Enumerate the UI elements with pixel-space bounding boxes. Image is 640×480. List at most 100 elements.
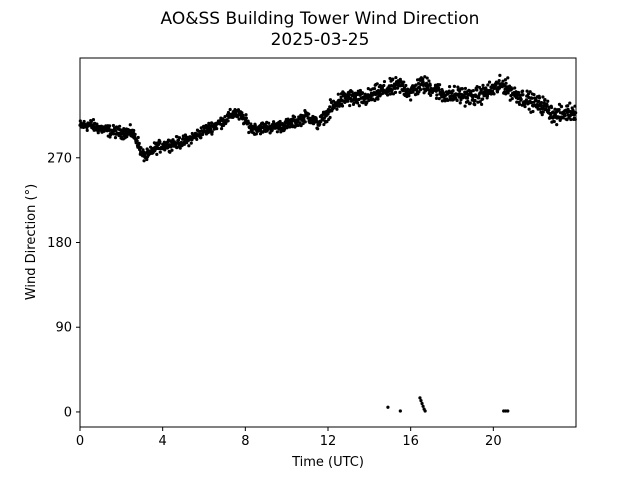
data-point: [112, 132, 116, 136]
data-point: [539, 103, 543, 107]
data-point: [325, 120, 329, 124]
data-point: [437, 97, 441, 101]
data-point: [504, 81, 508, 85]
data-point: [118, 124, 122, 128]
data-point: [521, 93, 525, 97]
data-point: [210, 132, 214, 136]
data-point: [91, 118, 96, 122]
data-point: [435, 93, 439, 97]
data-point: [145, 157, 149, 162]
data-point: [492, 92, 496, 96]
data-point: [135, 139, 139, 143]
data-point: [347, 92, 351, 96]
data-point: [549, 112, 553, 117]
data-point: [485, 94, 490, 98]
data-point: [314, 117, 318, 121]
data-point: [393, 86, 397, 90]
data-point: [547, 108, 551, 112]
data-point: [390, 88, 394, 93]
data-point: [302, 117, 306, 122]
data-point: [438, 83, 442, 87]
data-point: [452, 84, 457, 88]
data-point: [532, 92, 536, 97]
data-point: [429, 93, 433, 97]
data-point: [133, 132, 137, 136]
data-point: [185, 141, 189, 145]
data-point: [473, 103, 477, 107]
data-point: [348, 103, 352, 108]
data-point: [209, 121, 214, 125]
data-point: [405, 87, 410, 91]
data-point: [490, 86, 494, 90]
data-point: [440, 99, 444, 103]
plot-frame: [79, 57, 577, 428]
x-axis-label: Time (UTC): [291, 455, 364, 470]
data-point: [360, 91, 365, 95]
data-point: [415, 78, 420, 82]
data-point: [419, 87, 423, 92]
data-point: [456, 85, 460, 89]
x-tick-label: 12: [320, 434, 337, 449]
data-point: [423, 75, 427, 79]
data-point: [569, 117, 573, 122]
data-point: [434, 96, 439, 100]
data-point: [557, 107, 561, 112]
data-point: [481, 83, 485, 88]
data-point: [421, 80, 425, 84]
data-point: [539, 110, 543, 114]
data-point: [559, 105, 564, 109]
data-point: [189, 141, 193, 145]
data-point: [530, 96, 534, 100]
x-tick-label: 20: [485, 434, 502, 449]
data-point: [541, 110, 545, 114]
data-point-outlier: [398, 409, 402, 413]
data-point: [382, 83, 386, 88]
data-point: [475, 88, 479, 92]
data-point: [178, 146, 182, 150]
data-point: [409, 98, 413, 102]
data-point: [89, 120, 93, 124]
data-point: [128, 123, 132, 127]
data-point: [466, 99, 470, 103]
data-point: [437, 88, 441, 92]
data-point: [465, 96, 470, 100]
data-point-outlier: [418, 396, 422, 400]
data-point: [275, 130, 279, 134]
data-point: [391, 77, 395, 81]
y-tick-label: 0: [64, 405, 72, 420]
data-point: [525, 89, 529, 93]
data-point-outlier: [423, 409, 427, 413]
data-point: [537, 99, 541, 103]
data-point: [460, 87, 464, 91]
data-point: [296, 123, 300, 127]
chart-subtitle: 2025-03-25: [271, 30, 370, 50]
data-point: [195, 137, 199, 141]
data-point: [158, 150, 162, 154]
data-point: [523, 104, 527, 109]
data-point: [503, 78, 507, 82]
data-point: [427, 79, 431, 83]
data-point: [446, 98, 450, 102]
data-point: [417, 90, 421, 94]
data-point: [395, 86, 400, 90]
data-point: [85, 128, 89, 132]
chart-title: AO&SS Building Tower Wind Direction: [161, 9, 480, 29]
data-point: [527, 107, 531, 111]
data-point: [519, 97, 523, 102]
data-point: [495, 90, 500, 94]
data-point: [480, 102, 484, 106]
data-point: [497, 78, 501, 83]
data-point: [176, 138, 181, 142]
data-point: [168, 150, 172, 154]
data-point: [552, 119, 556, 124]
data-point: [549, 105, 554, 110]
data-point: [236, 108, 241, 112]
data-point: [298, 121, 302, 125]
data-point: [398, 90, 402, 94]
data-point: [244, 116, 248, 120]
data-point: [283, 127, 287, 131]
data-point: [357, 104, 361, 108]
data-point: [510, 87, 514, 91]
data-point: [407, 94, 411, 98]
data-point: [137, 141, 141, 145]
